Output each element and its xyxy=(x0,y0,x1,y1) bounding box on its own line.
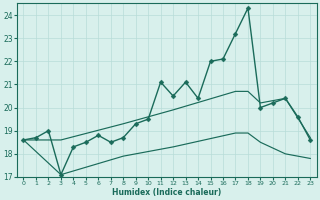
X-axis label: Humidex (Indice chaleur): Humidex (Indice chaleur) xyxy=(112,188,221,197)
